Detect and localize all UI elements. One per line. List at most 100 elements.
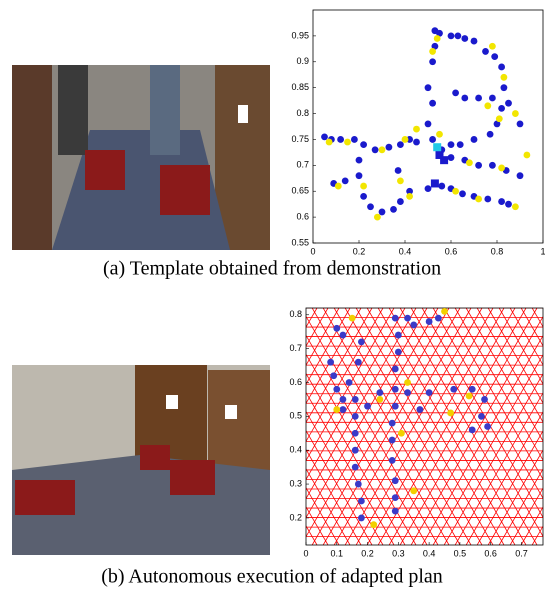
point bbox=[356, 172, 363, 179]
point bbox=[326, 139, 333, 146]
x-tick-label: 0.4 bbox=[423, 548, 436, 558]
point bbox=[459, 190, 466, 197]
point bbox=[404, 379, 411, 386]
point bbox=[392, 386, 399, 393]
y-tick-label: 0.6 bbox=[289, 377, 302, 387]
point bbox=[404, 389, 411, 396]
x-tick-label: 0.2 bbox=[361, 548, 374, 558]
point bbox=[327, 359, 334, 366]
point bbox=[395, 349, 402, 356]
point bbox=[416, 406, 423, 413]
point bbox=[475, 162, 482, 169]
x-tick-label: 1 bbox=[540, 246, 545, 256]
point bbox=[498, 198, 505, 205]
point bbox=[330, 372, 337, 379]
point bbox=[349, 315, 356, 322]
point bbox=[379, 209, 386, 216]
point bbox=[498, 64, 505, 71]
point bbox=[505, 100, 512, 107]
point bbox=[429, 136, 436, 143]
point bbox=[367, 203, 374, 210]
point bbox=[398, 430, 405, 437]
point bbox=[376, 389, 383, 396]
point bbox=[413, 126, 420, 133]
caption: (a) Template obtained from demonstration bbox=[103, 258, 441, 280]
point bbox=[352, 447, 359, 454]
point bbox=[469, 386, 476, 393]
point bbox=[395, 167, 402, 174]
point bbox=[524, 152, 531, 159]
point bbox=[433, 143, 441, 151]
point bbox=[471, 136, 478, 143]
point bbox=[410, 322, 417, 329]
point bbox=[491, 53, 498, 60]
x-tick-label: 0.1 bbox=[331, 548, 344, 558]
y-tick-label: 0.3 bbox=[289, 478, 302, 488]
point bbox=[455, 32, 462, 39]
caption: (b) Autonomous execution of adapted plan bbox=[101, 566, 443, 588]
y-tick-label: 0.65 bbox=[291, 186, 309, 196]
point bbox=[478, 413, 485, 420]
point bbox=[355, 359, 362, 366]
point bbox=[482, 48, 489, 55]
point bbox=[434, 35, 441, 42]
point bbox=[364, 403, 371, 410]
point bbox=[321, 133, 328, 140]
point bbox=[484, 423, 491, 430]
point bbox=[395, 332, 402, 339]
x-tick-label: 0 bbox=[303, 548, 308, 558]
point bbox=[450, 386, 457, 393]
point bbox=[441, 308, 448, 315]
point bbox=[392, 477, 399, 484]
point bbox=[501, 74, 508, 81]
point bbox=[344, 139, 351, 146]
x-tick-label: 0.5 bbox=[454, 548, 467, 558]
photo bbox=[12, 65, 270, 250]
point bbox=[404, 315, 411, 322]
point bbox=[484, 196, 491, 203]
point bbox=[425, 84, 432, 91]
point bbox=[475, 95, 482, 102]
point bbox=[425, 121, 432, 128]
point bbox=[392, 508, 399, 515]
point bbox=[352, 396, 359, 403]
point bbox=[392, 403, 399, 410]
point bbox=[517, 172, 524, 179]
point bbox=[429, 58, 436, 65]
point bbox=[333, 325, 340, 332]
point bbox=[392, 494, 399, 501]
point bbox=[379, 146, 386, 153]
point bbox=[337, 136, 344, 143]
x-tick-label: 0.2 bbox=[353, 246, 366, 256]
y-tick-label: 0.85 bbox=[291, 82, 309, 92]
point bbox=[448, 141, 455, 148]
point bbox=[392, 315, 399, 322]
point bbox=[372, 146, 379, 153]
point bbox=[340, 406, 347, 413]
point bbox=[426, 318, 433, 325]
point bbox=[389, 437, 396, 444]
point bbox=[517, 121, 524, 128]
point bbox=[352, 464, 359, 471]
point bbox=[512, 203, 519, 210]
point bbox=[340, 396, 347, 403]
point bbox=[429, 100, 436, 107]
point bbox=[489, 162, 496, 169]
point bbox=[352, 430, 359, 437]
point bbox=[346, 379, 353, 386]
point bbox=[360, 183, 367, 190]
point bbox=[452, 188, 459, 195]
point bbox=[410, 487, 417, 494]
point bbox=[436, 131, 443, 138]
y-tick-label: 0.2 bbox=[289, 512, 302, 522]
point bbox=[389, 457, 396, 464]
y-tick-label: 0.75 bbox=[291, 134, 309, 144]
x-tick-label: 0.8 bbox=[491, 246, 504, 256]
y-tick-label: 0.55 bbox=[291, 237, 309, 247]
point bbox=[512, 110, 519, 117]
point bbox=[447, 410, 454, 417]
point bbox=[402, 136, 409, 143]
y-tick-label: 0.4 bbox=[289, 445, 302, 455]
point bbox=[351, 136, 358, 143]
point bbox=[452, 89, 459, 96]
